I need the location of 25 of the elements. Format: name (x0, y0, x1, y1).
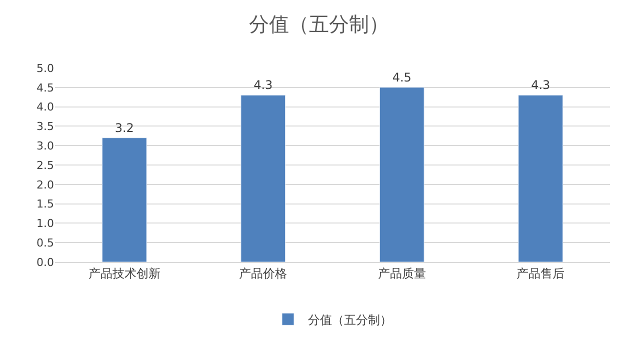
bar (102, 138, 147, 262)
y-tick-label: 2.5 (36, 158, 54, 172)
y-tick-label: 3.0 (36, 139, 54, 152)
x-tick-label: 产品售后 (516, 266, 565, 280)
y-tick-label: 1.0 (36, 217, 54, 230)
y-tick-label: 1.5 (36, 198, 54, 211)
x-tick-label: 产品质量 (378, 266, 426, 280)
x-tick-label: 产品技术创新 (88, 266, 160, 280)
y-tick-label: 4.0 (36, 100, 54, 114)
y-tick-label: 4.5 (36, 81, 54, 94)
y-tick-label: 2.0 (36, 178, 54, 192)
chart-title: 分值（五分制） (249, 12, 389, 36)
y-tick-label: 0.0 (36, 256, 54, 269)
data-label: 4.3 (254, 78, 273, 92)
legend-label: 分值（五分制） (308, 312, 392, 327)
data-label: 4.5 (392, 70, 412, 84)
y-tick-label: 5.0 (36, 62, 54, 75)
bar (518, 94, 564, 262)
bar (379, 87, 424, 262)
y-tick-label: 0.5 (36, 236, 54, 250)
y-tick-label: 3.5 (36, 120, 54, 134)
data-label: 4.3 (531, 78, 550, 92)
bar (240, 94, 286, 262)
x-tick-label: 产品价格 (239, 266, 288, 280)
data-label: 3.2 (114, 120, 134, 135)
